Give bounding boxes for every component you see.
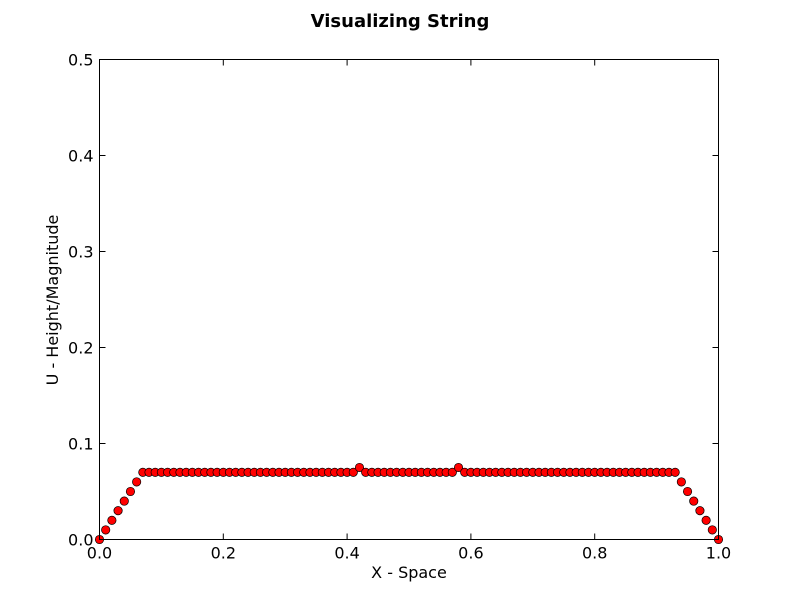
data-point [453, 462, 464, 473]
data-point [101, 525, 111, 535]
data-points [94, 462, 724, 545]
data-point [125, 486, 135, 497]
data-point [348, 467, 358, 477]
x-tick-label: 0.0 [87, 544, 112, 563]
x-tick-label: 0.6 [458, 544, 483, 563]
data-point [676, 477, 686, 487]
data-point [132, 477, 142, 487]
x-tick-label: 0.8 [582, 544, 607, 563]
x-tick-label: 1.0 [706, 544, 731, 563]
x-tick-label: 0.4 [334, 544, 359, 563]
axis-ticks [99, 59, 719, 540]
y-tick-label: 0.4 [68, 147, 93, 166]
y-tick-label: 0.2 [68, 339, 93, 358]
data-point [695, 506, 705, 516]
chart-title: Visualizing String [311, 11, 490, 32]
data-point [701, 515, 711, 525]
data-point [119, 496, 129, 506]
data-point [670, 467, 680, 477]
data-point [689, 496, 699, 506]
plot-frame [99, 59, 719, 540]
y-tick-label: 0.0 [68, 531, 93, 550]
y-tick-label: 0.1 [68, 435, 93, 454]
y-axis-label: U - Height/Magnitude [43, 215, 62, 386]
data-point [107, 515, 117, 525]
data-point [113, 506, 123, 516]
x-tick-label: 0.2 [211, 544, 236, 563]
y-tick-label: 0.5 [68, 51, 93, 70]
data-point [682, 486, 693, 497]
y-tick-label: 0.3 [68, 243, 93, 262]
data-point [447, 467, 457, 477]
x-axis-label: X - Space [371, 563, 447, 582]
data-point [354, 462, 365, 473]
data-point [707, 525, 717, 535]
